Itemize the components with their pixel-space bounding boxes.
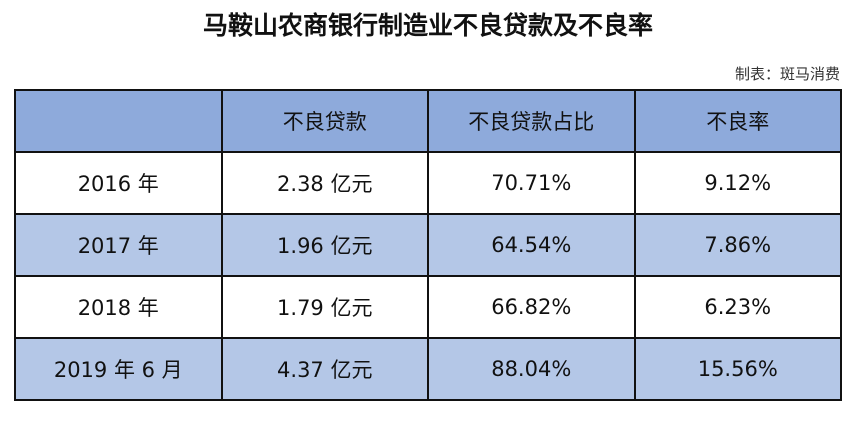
value-cell: 1.96 亿元 xyxy=(220,213,429,277)
value-cell: 7.86% xyxy=(633,213,842,277)
table-row: 2017 年 1.96 亿元 64.54% 7.86% xyxy=(14,213,842,277)
value-cell: 1.79 亿元 xyxy=(220,275,429,339)
value-cell: 9.12% xyxy=(633,151,842,215)
row-label: 2018 年 xyxy=(14,275,223,339)
table-row: 2019 年 6 月 4.37 亿元 88.04% 15.56% xyxy=(14,337,842,401)
header-cell: 不良贷款 xyxy=(220,89,429,153)
data-table: 不良贷款 不良贷款占比 不良率 2016 年 2.38 亿元 70.71% 9.12% 20… xyxy=(14,89,842,401)
value-cell: 4.37 亿元 xyxy=(220,337,429,401)
row-label: 2016 年 xyxy=(14,151,223,215)
value-cell: 6.23% xyxy=(633,275,842,339)
source: 制表：斑马消费 xyxy=(734,65,840,83)
table-row: 2016 年 2.38 亿元 70.71% 9.12% xyxy=(14,151,842,215)
table-row: 2018 年 1.79 亿元 66.82% 6.23% xyxy=(14,275,842,339)
value-cell: 88.04% xyxy=(427,337,636,401)
row-label: 2017 年 xyxy=(14,213,223,277)
header-cell: 不良贷款占比 xyxy=(427,89,636,153)
value-cell: 70.71% xyxy=(427,151,636,215)
header-corner xyxy=(14,89,223,153)
header-row: 不良贷款 不良贷款占比 不良率 xyxy=(14,89,842,153)
title: 马鞍山农商银行制造业不良贷款及不良率 xyxy=(202,11,653,40)
row-label: 2019 年 6 月 xyxy=(14,337,223,401)
value-cell: 64.54% xyxy=(427,213,636,277)
value-cell: 66.82% xyxy=(427,275,636,339)
value-cell: 2.38 亿元 xyxy=(220,151,429,215)
header-cell: 不良率 xyxy=(633,89,842,153)
value-cell: 15.56% xyxy=(633,337,842,401)
